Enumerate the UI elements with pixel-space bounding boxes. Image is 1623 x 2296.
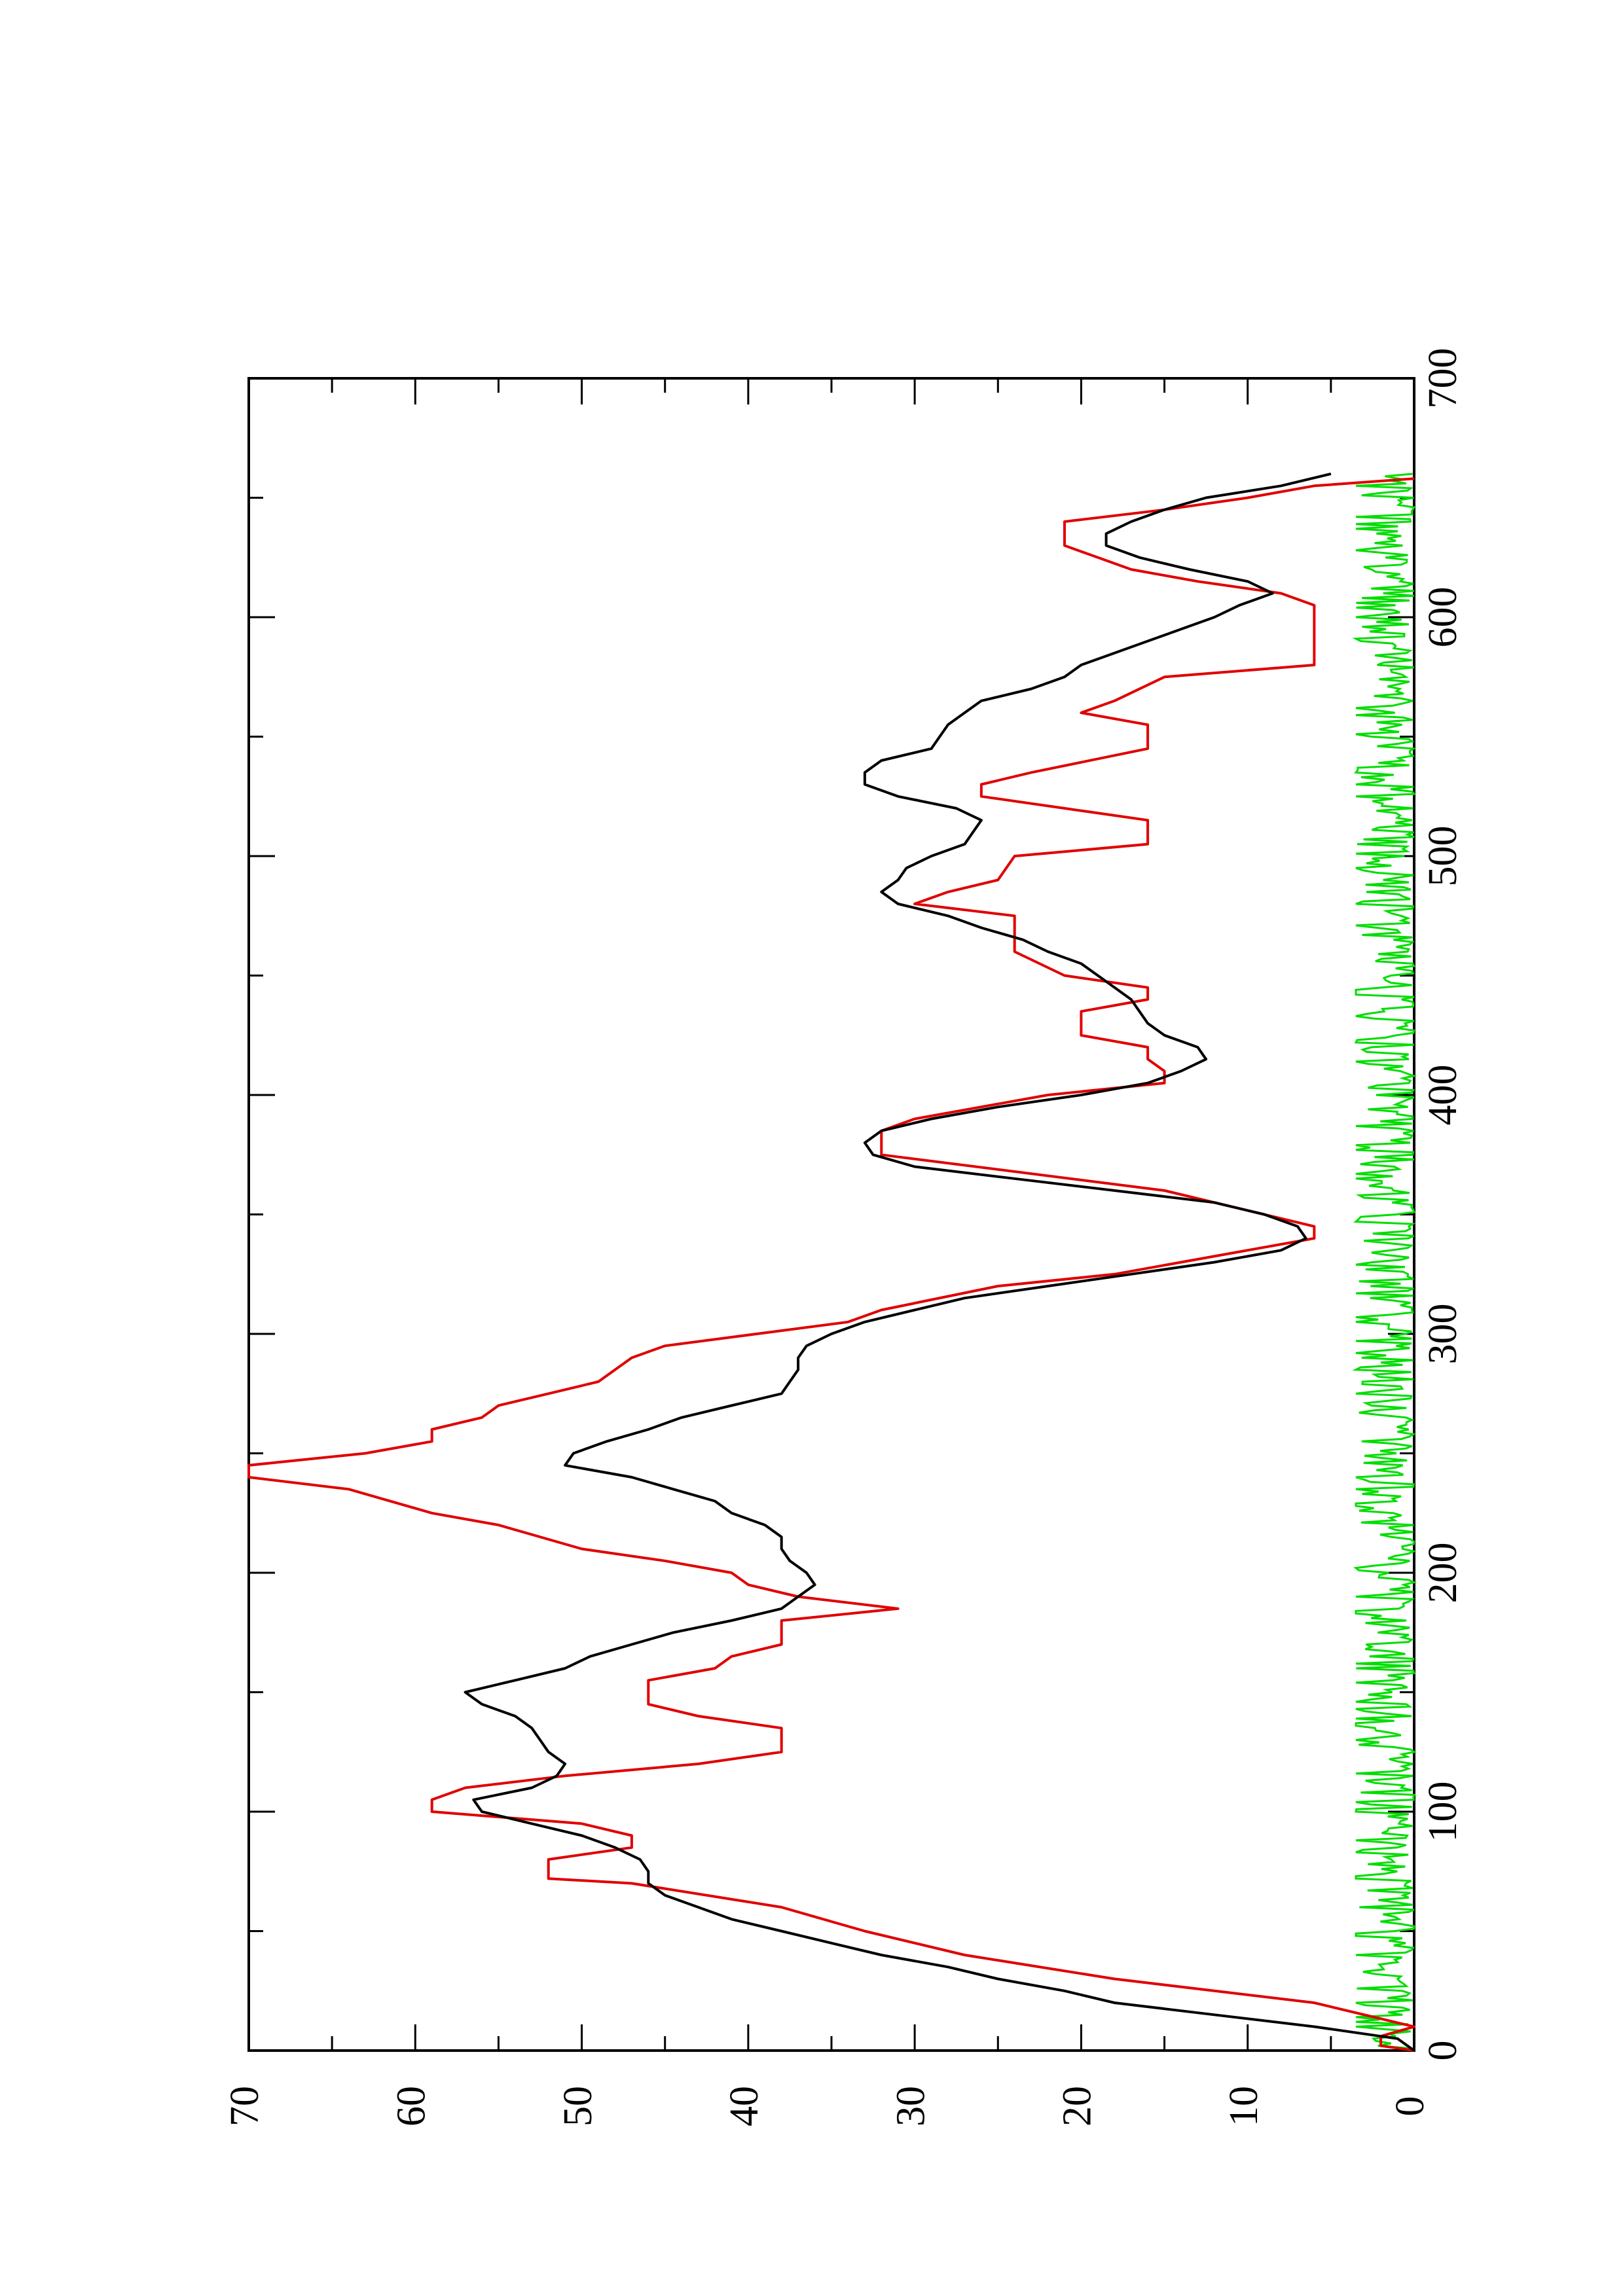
y-tick-label: 70: [223, 2086, 267, 2126]
y-tick-label: 0: [1388, 2096, 1432, 2117]
x-tick-label: 100: [1421, 1782, 1465, 1842]
y-tick-label: 60: [390, 2086, 434, 2126]
series-line-red: [247, 477, 1415, 2052]
x-tick-label: 600: [1421, 587, 1465, 648]
y-tick-label: 30: [888, 2086, 933, 2126]
ticks: [247, 377, 1415, 2052]
series: [247, 473, 1417, 2052]
x-tick-label: 500: [1421, 826, 1465, 887]
x-tick-label: 700: [1421, 348, 1465, 409]
series-line-green: [1352, 473, 1417, 2052]
plot-frame: [247, 377, 1415, 2052]
x-tick-label: 0: [1421, 2041, 1465, 2061]
x-tick-label: 400: [1421, 1065, 1465, 1126]
y-tick-label: 50: [556, 2086, 600, 2126]
y-tick-label: 10: [1222, 2086, 1266, 2126]
y-tick-label: 40: [722, 2086, 767, 2126]
x-tick-label: 200: [1421, 1543, 1465, 1604]
tick-labels: 0 100 200 300 400 500 600 700 0 10 20 30 40 50 60 70: [223, 348, 1465, 2127]
y-tick-label: 20: [1055, 2086, 1100, 2126]
series-line-black: [464, 473, 1415, 2052]
x-tick-label: 300: [1421, 1304, 1465, 1365]
